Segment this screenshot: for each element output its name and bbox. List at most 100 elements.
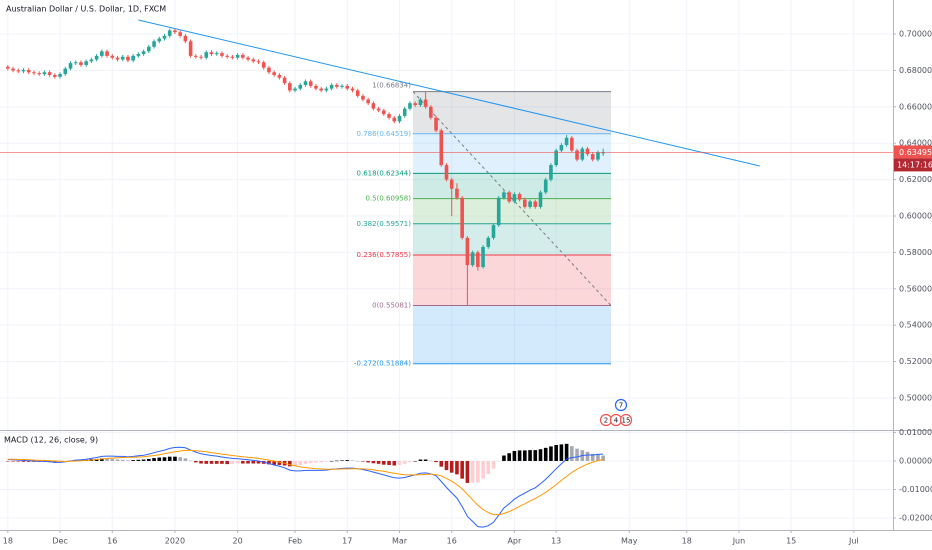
macd-histogram-bar — [298, 460, 303, 465]
candle-body — [340, 85, 344, 87]
macd-histogram-bar — [329, 460, 334, 462]
candle-body — [173, 30, 177, 33]
macd-histogram-bar — [486, 460, 491, 475]
macd-histogram-bar — [324, 460, 329, 462]
candle-body — [564, 137, 569, 146]
macd-histogram-bar — [115, 459, 120, 461]
macd-histogram-bar — [382, 460, 386, 465]
macd-histogram-bar — [465, 460, 470, 483]
y-tick-label: 0.56000 — [899, 284, 932, 293]
y-tick-label: 0.60000 — [899, 212, 932, 221]
macd-histogram-bar — [173, 456, 177, 461]
macd-histogram-bar — [26, 460, 31, 462]
candle-body — [486, 237, 491, 247]
x-tick-label: 13 — [551, 537, 561, 546]
candle-body — [256, 61, 261, 63]
macd-histogram-bar — [251, 460, 256, 464]
candle-body — [147, 46, 151, 52]
macd-histogram-bar — [408, 460, 412, 463]
candle-body — [402, 108, 407, 116]
fib-zone — [413, 223, 611, 256]
event-badge-label: 7 — [619, 402, 623, 410]
candle-body — [115, 57, 120, 60]
fib-label: 0.5(0.60958) — [365, 195, 411, 203]
candle-body — [298, 84, 303, 89]
candle-body — [449, 179, 454, 189]
candle-body — [16, 70, 21, 72]
candle-body — [517, 194, 522, 200]
macd-histogram-bar — [434, 460, 438, 463]
candle-body — [220, 53, 224, 56]
x-tick-label: 18 — [3, 537, 13, 546]
candle-body — [21, 70, 26, 72]
candle-body — [335, 84, 339, 87]
macd-histogram-bar — [533, 450, 538, 461]
x-tick-label: 16 — [447, 537, 457, 546]
macd-histogram-bar — [575, 448, 579, 461]
x-tick-label: 2020 — [165, 537, 185, 546]
macd-histogram-bar — [397, 460, 402, 465]
macd-histogram-bar — [126, 460, 130, 461]
macd-line — [7, 446, 604, 528]
macd-histogram-bar — [53, 460, 57, 463]
candle-body — [32, 72, 36, 74]
candle-body — [58, 74, 62, 77]
macd-histogram-bar — [188, 460, 193, 462]
candle-body — [209, 52, 214, 55]
macd-histogram-bar — [470, 460, 475, 483]
candle-body — [559, 145, 564, 151]
candle-body — [596, 152, 600, 160]
candle-body — [167, 30, 172, 36]
macd-histogram-bar — [120, 459, 125, 461]
candle-body — [26, 70, 31, 73]
fib-label: -0.272(0.51884) — [354, 360, 411, 368]
macd-histogram-bar — [371, 460, 376, 464]
candle-body — [241, 54, 245, 58]
fib-label: 0.618(0.62344) — [357, 169, 412, 177]
candle-body — [188, 41, 193, 56]
candle-body — [418, 99, 423, 105]
macd-histogram-bar — [460, 460, 464, 479]
candle-body — [183, 35, 188, 42]
event-badge-label: 4 — [614, 417, 619, 425]
macd-histogram-bar — [549, 446, 553, 461]
candle-body — [382, 110, 386, 115]
candle-body — [491, 225, 496, 238]
candle-body — [366, 99, 370, 104]
price-axis-bg — [893, 0, 932, 550]
candle-body — [345, 85, 350, 89]
macd-histogram-bar — [131, 460, 135, 461]
candle-body — [575, 150, 579, 160]
candle-body — [538, 192, 543, 207]
candle-body — [314, 85, 318, 89]
candle-body — [319, 88, 323, 91]
candle-body — [329, 84, 334, 89]
candle-body — [523, 199, 527, 207]
candle-body — [355, 90, 360, 96]
candle-body — [267, 67, 271, 73]
macd-histogram-bar — [178, 457, 182, 461]
candle-body — [73, 62, 78, 64]
fib-zone — [413, 198, 611, 224]
macd-histogram-bar — [340, 460, 344, 461]
candle-body — [590, 154, 595, 160]
macd-histogram-bar — [11, 460, 15, 462]
macd-histogram-bar — [183, 458, 188, 461]
macd-histogram-bar — [507, 453, 511, 461]
macd-histogram-bar — [543, 447, 548, 461]
y-tick-label: 0.66000 — [899, 102, 932, 111]
macd-histogram-bar — [147, 458, 151, 461]
candle-body — [429, 106, 433, 118]
macd-histogram-bar — [523, 450, 527, 461]
macd-histogram-bar — [141, 459, 146, 461]
candle-body — [585, 148, 590, 155]
candle-body — [308, 81, 313, 86]
macd-histogram-bar — [439, 460, 444, 467]
x-tick-label: 18 — [682, 537, 692, 546]
candle-body — [533, 201, 538, 207]
candle-body — [413, 103, 417, 105]
macd-histogram-bar — [100, 458, 104, 461]
candle-body — [376, 108, 381, 111]
candle-body — [507, 192, 511, 202]
candle-body — [444, 165, 449, 180]
